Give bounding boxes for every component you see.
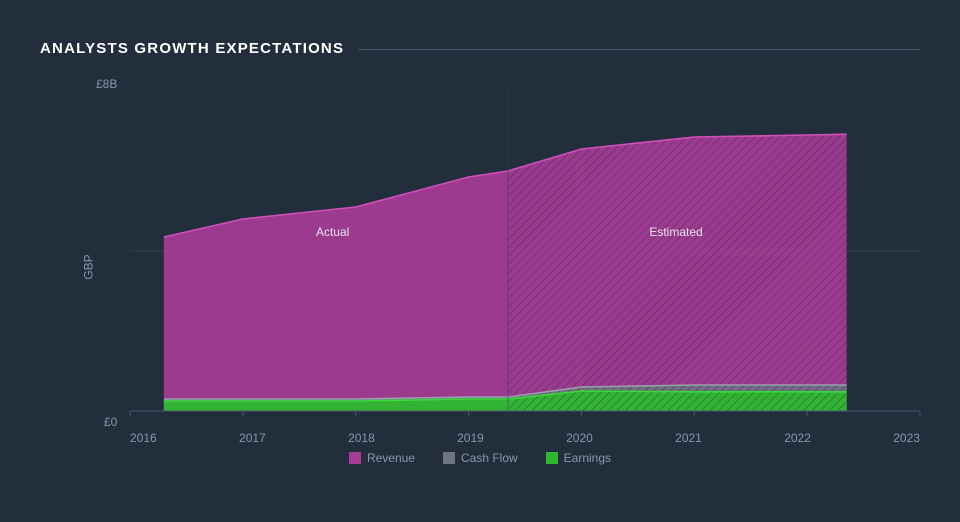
- plot-region: Actual Estimated: [130, 91, 920, 411]
- chart-container: ANALYSTS GROWTH EXPECTATIONS £8B GBP £0 …: [0, 0, 960, 522]
- x-tick: 2020: [566, 431, 593, 445]
- y-tick-top: £8B: [96, 77, 117, 91]
- legend: Revenue Cash Flow Earnings: [40, 451, 920, 465]
- legend-item: Cash Flow: [443, 451, 518, 465]
- legend-label: Revenue: [367, 451, 415, 465]
- legend-item: Earnings: [546, 451, 611, 465]
- legend-swatch: [443, 452, 455, 464]
- x-tick: 2018: [348, 431, 375, 445]
- x-tick: 2022: [784, 431, 811, 445]
- y-axis-label: GBP: [82, 254, 96, 279]
- legend-swatch: [546, 452, 558, 464]
- legend-item: Revenue: [349, 451, 415, 465]
- title-row: ANALYSTS GROWTH EXPECTATIONS: [40, 40, 920, 57]
- x-tick: 2017: [239, 431, 266, 445]
- x-tick: 2016: [130, 431, 157, 445]
- legend-swatch: [349, 452, 361, 464]
- y-tick-bottom: £0: [104, 415, 117, 429]
- chart-area: £8B GBP £0 Actual Estimated 2016 2017 2018…: [40, 77, 920, 457]
- x-tick: 2023: [893, 431, 920, 445]
- plot-svg: [130, 91, 920, 411]
- title-rule: [358, 49, 920, 50]
- x-axis: 2016 2017 2018 2019 2020 2021 2022 2023: [130, 431, 920, 445]
- x-tick: 2021: [675, 431, 702, 445]
- chart-title: ANALYSTS GROWTH EXPECTATIONS: [40, 40, 344, 57]
- x-tick: 2019: [457, 431, 484, 445]
- legend-label: Earnings: [564, 451, 611, 465]
- legend-label: Cash Flow: [461, 451, 518, 465]
